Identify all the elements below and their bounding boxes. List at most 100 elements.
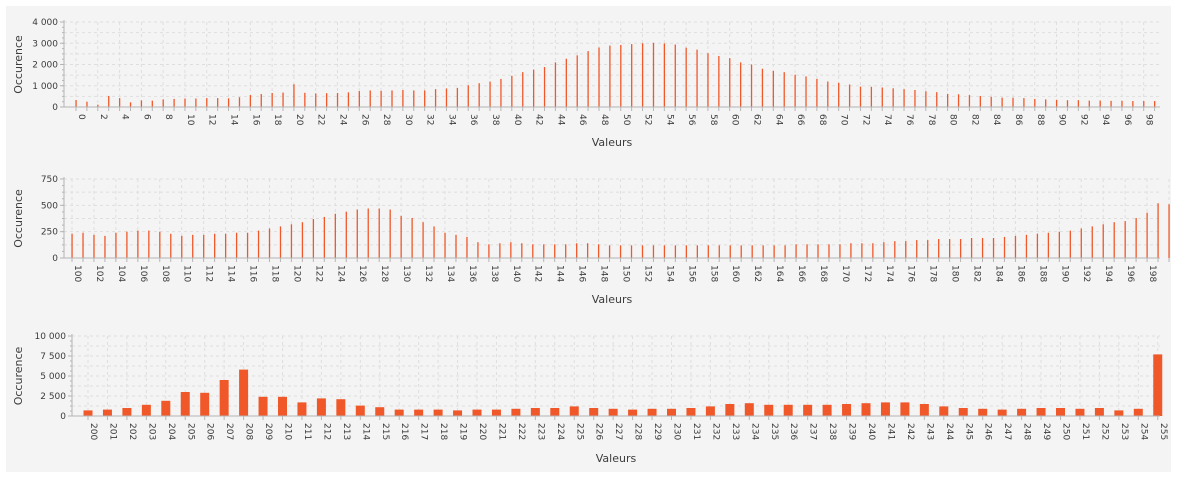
bar-value-23 bbox=[325, 93, 328, 107]
bar-value-88 bbox=[1034, 98, 1036, 107]
bar-value-80 bbox=[947, 93, 949, 107]
bar-value-20 bbox=[293, 84, 295, 107]
bar-value-97 bbox=[1132, 101, 1134, 107]
bar-value-168 bbox=[817, 244, 819, 258]
bar-value-236 bbox=[783, 404, 793, 416]
x-tick-label: 250 bbox=[1061, 423, 1071, 440]
x-tick-label: 92 bbox=[1078, 114, 1088, 125]
bar-value-41 bbox=[522, 72, 524, 107]
bar-value-46 bbox=[576, 55, 578, 107]
x-tick-label: 210 bbox=[283, 423, 293, 440]
bar-value-57 bbox=[696, 49, 698, 107]
bar-value-17 bbox=[260, 94, 262, 107]
bar-value-11 bbox=[195, 98, 197, 107]
x-tick-label: 244 bbox=[944, 423, 954, 440]
x-tick-label: 234 bbox=[749, 423, 759, 440]
bar-value-58 bbox=[707, 53, 709, 107]
bar-value-142 bbox=[532, 244, 534, 258]
bar-value-179 bbox=[938, 239, 940, 258]
x-tick-label: 76 bbox=[904, 114, 914, 126]
bar-value-218 bbox=[433, 409, 443, 416]
bar-value-122 bbox=[312, 219, 315, 258]
bar-value-247 bbox=[997, 409, 1007, 416]
x-tick-label: 239 bbox=[847, 423, 857, 440]
x-tick-label: 184 bbox=[993, 265, 1003, 282]
x-tick-label: 36 bbox=[468, 114, 478, 126]
bar-value-5 bbox=[129, 102, 132, 107]
x-tick-label: 192 bbox=[1081, 265, 1091, 282]
y-tick-label: 0 bbox=[52, 254, 58, 264]
bar-value-30 bbox=[402, 90, 404, 107]
x-tick-label: 50 bbox=[621, 114, 631, 126]
x-tick-label: 124 bbox=[335, 265, 345, 282]
x-tick-label: 18 bbox=[272, 114, 282, 126]
x-tick-label: 251 bbox=[1080, 423, 1090, 440]
bar-value-16 bbox=[249, 95, 252, 107]
bar-value-66 bbox=[794, 74, 796, 107]
x-tick-label: 236 bbox=[788, 423, 798, 440]
bar-value-210 bbox=[278, 396, 287, 416]
bar-value-124 bbox=[334, 213, 336, 258]
bar-value-91 bbox=[1066, 100, 1069, 107]
bar-value-144 bbox=[554, 244, 556, 258]
x-tick-label: 208 bbox=[244, 423, 254, 440]
bar-value-67 bbox=[805, 76, 807, 107]
x-axis-title: Valeurs bbox=[592, 136, 633, 149]
bar-value-216 bbox=[394, 409, 404, 416]
x-tick-label: 10 bbox=[185, 114, 195, 126]
bar-value-200 bbox=[1168, 204, 1170, 258]
bar-value-59 bbox=[718, 56, 720, 107]
bar-value-45 bbox=[565, 58, 567, 107]
x-tick-label: 20 bbox=[294, 114, 304, 126]
y-tick-label: 2 500 bbox=[40, 392, 66, 402]
bar-value-7 bbox=[151, 100, 153, 107]
x-tick-label: 62 bbox=[751, 114, 761, 125]
x-tick-label: 219 bbox=[458, 423, 468, 440]
bar-value-181 bbox=[959, 239, 962, 258]
bar-value-92 bbox=[1077, 100, 1080, 107]
x-tick-label: 201 bbox=[107, 423, 117, 440]
x-tick-label: 206 bbox=[205, 423, 215, 440]
bar-value-223 bbox=[530, 408, 540, 416]
bar-value-169 bbox=[828, 244, 830, 258]
x-tick-label: 254 bbox=[1138, 423, 1148, 440]
bar-value-22 bbox=[315, 93, 317, 107]
bar-value-249 bbox=[1036, 408, 1046, 416]
bar-value-82 bbox=[968, 95, 971, 107]
bar-value-136 bbox=[466, 236, 468, 258]
bar-value-222 bbox=[511, 408, 521, 416]
x-tick-label: 34 bbox=[446, 114, 456, 126]
bar-value-119 bbox=[279, 226, 282, 258]
bar-value-43 bbox=[543, 67, 546, 107]
bar-value-243 bbox=[919, 404, 929, 416]
bar-value-93 bbox=[1088, 100, 1090, 107]
bar-value-165 bbox=[784, 245, 786, 258]
x-tick-label: 231 bbox=[691, 423, 701, 440]
x-tick-label: 215 bbox=[380, 423, 390, 440]
bar-value-239 bbox=[842, 404, 852, 416]
bar-value-147 bbox=[586, 243, 589, 258]
bar-value-13 bbox=[217, 98, 219, 107]
x-tick-label: 16 bbox=[250, 114, 260, 126]
bar-value-167 bbox=[806, 244, 808, 258]
x-tick-label: 214 bbox=[360, 423, 370, 440]
bar-value-95 bbox=[1110, 100, 1112, 107]
bar-value-240 bbox=[861, 403, 871, 416]
x-tick-label: 182 bbox=[972, 265, 982, 282]
bar-value-116 bbox=[246, 232, 249, 258]
x-tick-label: 120 bbox=[291, 265, 301, 282]
x-tick-label: 225 bbox=[574, 423, 584, 440]
y-tick-label: 0 bbox=[52, 103, 58, 113]
bar-value-76 bbox=[903, 89, 905, 107]
x-tick-label: 40 bbox=[512, 114, 522, 126]
x-tick-label: 72 bbox=[860, 114, 870, 125]
x-tick-label: 138 bbox=[489, 265, 499, 282]
y-axis-title: Occurence bbox=[12, 35, 25, 94]
bar-value-87 bbox=[1023, 98, 1025, 107]
bar-value-158 bbox=[707, 245, 709, 258]
bar-value-50 bbox=[620, 44, 622, 107]
x-tick-label: 196 bbox=[1125, 265, 1135, 282]
bar-value-173 bbox=[872, 243, 874, 258]
bar-value-113 bbox=[214, 233, 216, 258]
bar-value-151 bbox=[630, 245, 633, 258]
